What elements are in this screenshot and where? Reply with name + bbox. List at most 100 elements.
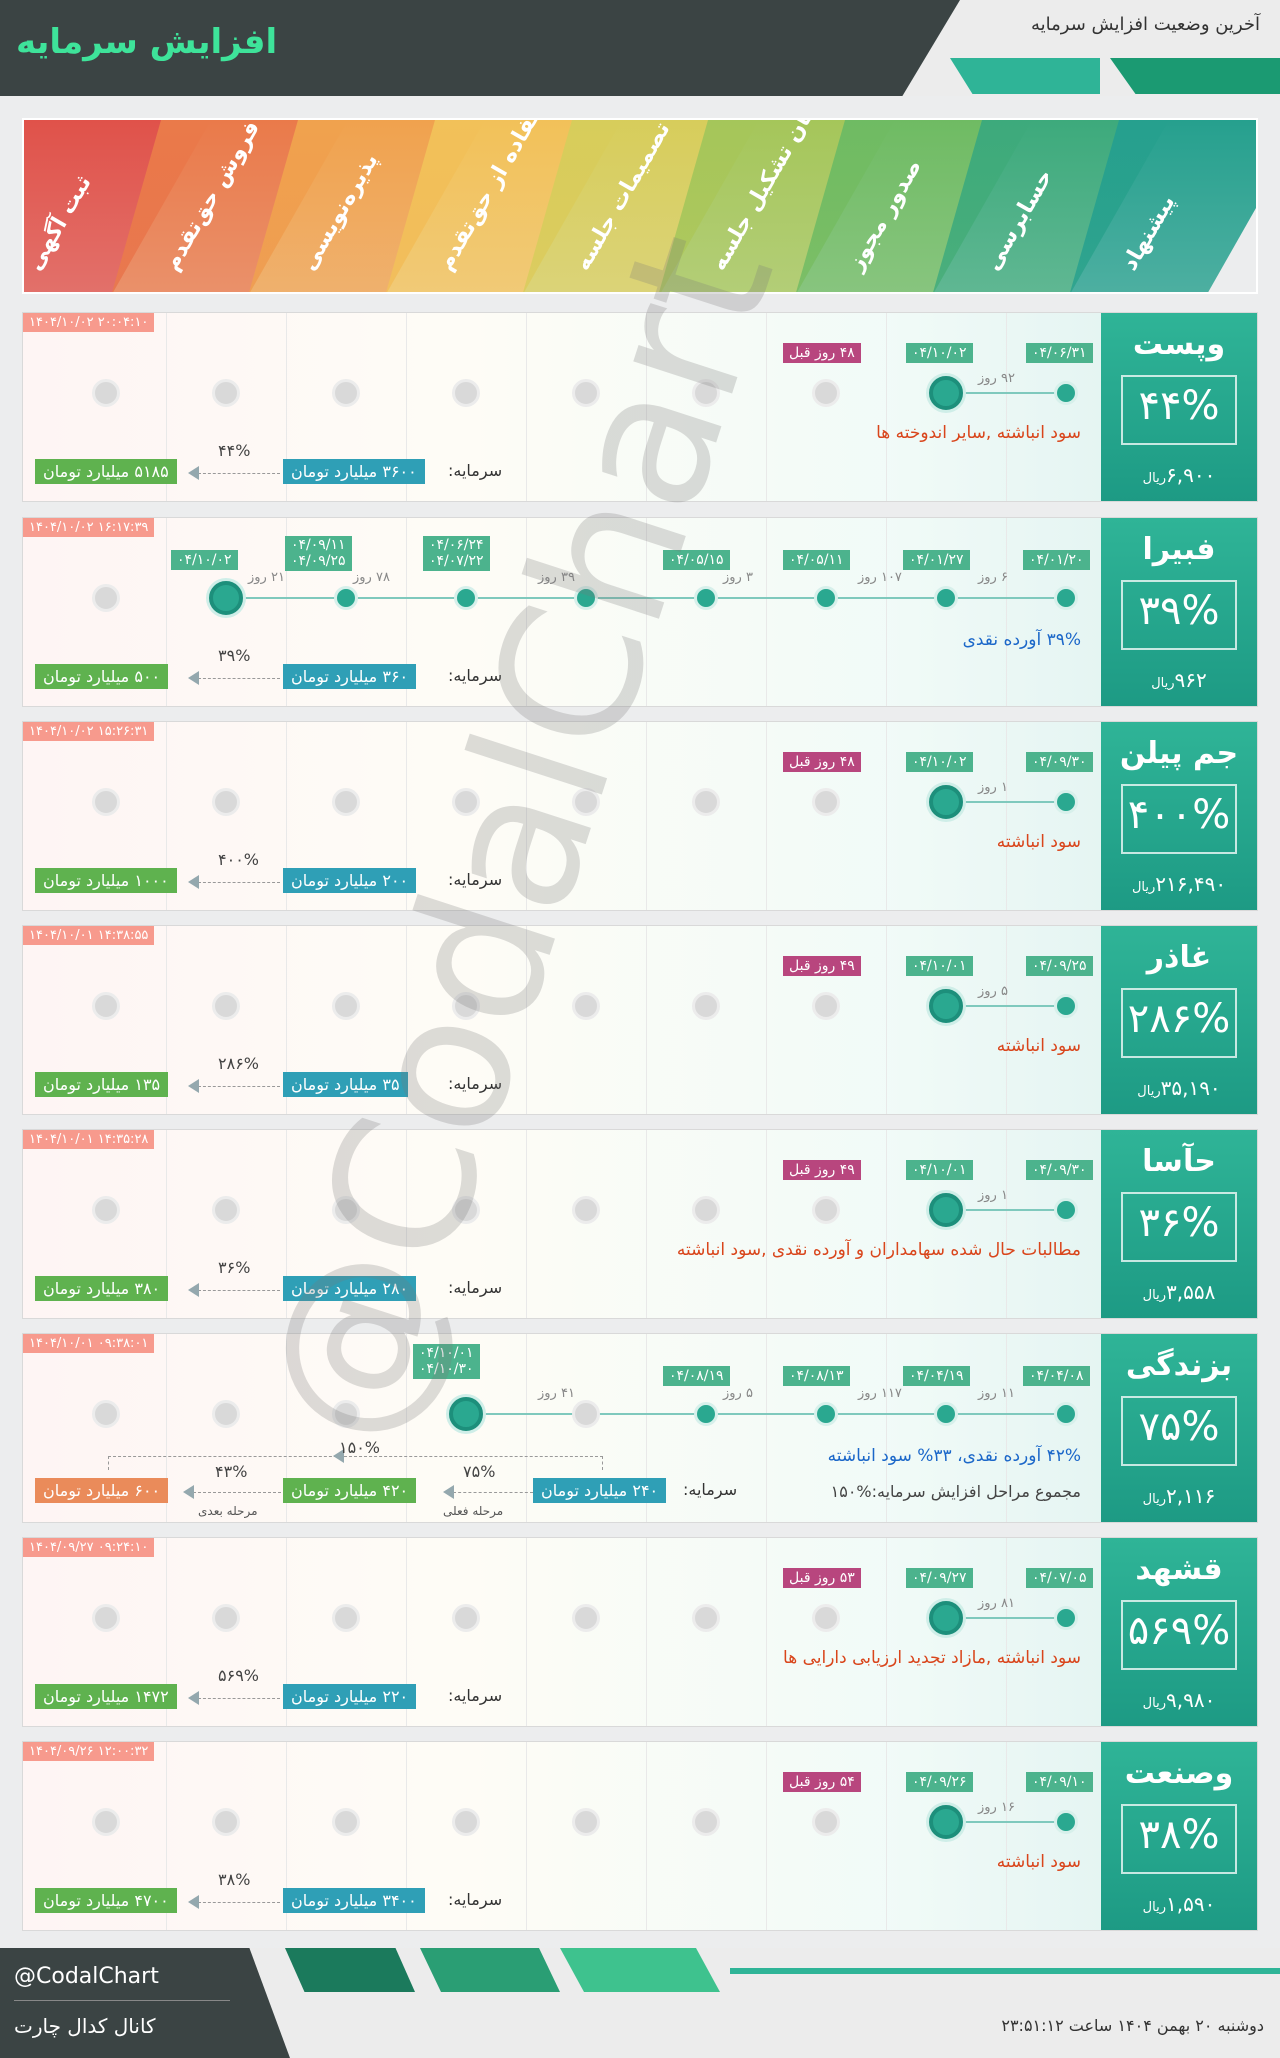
stage-node-current[interactable] bbox=[209, 581, 243, 615]
stage-node-current[interactable] bbox=[449, 1397, 483, 1431]
company-panel[interactable]: وصنعت ۳۸% ۱,۵۹۰ریال bbox=[1101, 1742, 1257, 1930]
company-name[interactable]: قشهد bbox=[1135, 1552, 1223, 1587]
stage-node-done[interactable] bbox=[1054, 1198, 1078, 1222]
stage-gridline bbox=[1006, 926, 1007, 1114]
stage-gridline bbox=[406, 1742, 407, 1930]
share-price: ۹۶۲ریال bbox=[1109, 668, 1249, 692]
stage-date: ۰۴/۰۸/۱۳ bbox=[783, 1366, 850, 1386]
increase-arrow bbox=[198, 1290, 280, 1291]
timeline-line bbox=[946, 1617, 1066, 1619]
stage-date: ۰۴/۰۹/۳۰ bbox=[1026, 752, 1093, 772]
company-panel[interactable]: قشهد ۵۶۹% ۹,۹۸۰ریال bbox=[1101, 1538, 1257, 1726]
company-panel[interactable]: جم پیلن ۴۰۰% ۲۱۶,۴۹۰ریال bbox=[1101, 722, 1257, 910]
stage-node-current[interactable] bbox=[929, 1805, 963, 1839]
stage-node-current[interactable] bbox=[929, 989, 963, 1023]
stage-label: پذیره‌نویسی bbox=[296, 149, 384, 275]
company-name[interactable]: غاذر bbox=[1146, 940, 1212, 975]
update-timestamp: ۱۴۰۴/۱۰/۰۲ ۱۶:۱۷:۳۹ bbox=[23, 518, 155, 537]
stage-node-pending bbox=[92, 992, 120, 1020]
stage-node-done[interactable] bbox=[1054, 790, 1078, 814]
stage-gridline bbox=[526, 518, 527, 706]
stage-node-done[interactable] bbox=[934, 586, 958, 610]
stage-node-pending bbox=[692, 379, 720, 407]
price-value: ۲,۱۱۶ bbox=[1165, 1484, 1216, 1508]
stage-node-done[interactable] bbox=[934, 1402, 958, 1426]
stage-node-pending bbox=[812, 1808, 840, 1836]
current-capital: ۲۴۰ میلیارد تومان bbox=[533, 1478, 667, 1503]
stage-node-pending bbox=[812, 1604, 840, 1632]
stage-date: ۰۴/۱۰/۰۱ bbox=[906, 956, 973, 976]
stage-gridline bbox=[526, 1538, 527, 1726]
header-dark-panel bbox=[0, 0, 960, 96]
price-value: ۱,۵۹۰ bbox=[1165, 1892, 1216, 1916]
company-row: ۱۴۰۴/۱۰/۰۱ ۱۴:۳۵:۲۸ حآسا ۳۶% ۳,۵۵۸ریال ۰۴/۰۹… bbox=[22, 1129, 1258, 1319]
stage-gridline bbox=[406, 1130, 407, 1318]
stage-node-pending bbox=[572, 1196, 600, 1224]
company-panel[interactable]: غاذر ۲۸۶% ۳۵,۱۹۰ریال bbox=[1101, 926, 1257, 1114]
total-increase-note: مجموع مراحل افزایش سرمایه:%۱۵۰ bbox=[830, 1482, 1081, 1501]
update-timestamp: ۱۴۰۴/۱۰/۰۱ ۰۹:۳۸:۰۱ bbox=[23, 1334, 155, 1353]
increase-percent: ۳۸% bbox=[1138, 1812, 1220, 1858]
stage-node-done[interactable] bbox=[1054, 381, 1078, 405]
current-capital: ۳۶۰۰ میلیارد تومان bbox=[283, 459, 425, 484]
stage-node-done[interactable] bbox=[694, 586, 718, 610]
stage-gridline bbox=[286, 1334, 287, 1522]
stage-node-done[interactable] bbox=[1054, 586, 1078, 610]
stage-node-pending bbox=[452, 1196, 480, 1224]
stage-gap-days: ۴۱ روز bbox=[538, 1386, 575, 1401]
header: افزایش سرمایه آخرین وضعیت افزایش سرمایه bbox=[0, 0, 1280, 96]
stage-node-done[interactable] bbox=[1054, 1810, 1078, 1834]
stage-node-current[interactable] bbox=[929, 785, 963, 819]
current-capital: ۲۲۰ میلیارد تومان bbox=[283, 1684, 417, 1709]
stage-node-current[interactable] bbox=[929, 376, 963, 410]
stage-node-current[interactable] bbox=[929, 1193, 963, 1227]
stage-node-done[interactable] bbox=[814, 586, 838, 610]
company-name[interactable]: بزندگی bbox=[1125, 1348, 1233, 1383]
stage-node-pending bbox=[812, 992, 840, 1020]
company-name[interactable]: وصنعت bbox=[1124, 1756, 1234, 1791]
stage-node-pending bbox=[572, 1400, 600, 1428]
stage-date: ۰۴/۰۹/۱۰ bbox=[1026, 1772, 1093, 1792]
stage-gridline bbox=[766, 1130, 767, 1318]
company-panel[interactable]: حآسا ۳۶% ۳,۵۵۸ریال bbox=[1101, 1130, 1257, 1318]
days-ago-badge: ۴۸ روز قبل bbox=[783, 343, 861, 363]
company-panel[interactable]: فبیرا ۳۹% ۹۶۲ریال bbox=[1101, 518, 1257, 706]
stage-node-done[interactable] bbox=[334, 586, 358, 610]
stage-gap-days: ۱۱۷ روز bbox=[858, 1386, 902, 1401]
stage-node-done[interactable] bbox=[1054, 1606, 1078, 1630]
stage-node-pending bbox=[92, 788, 120, 816]
stage-node-pending bbox=[452, 992, 480, 1020]
stage-label: صدور مجوز bbox=[843, 155, 927, 275]
stage-date: ۰۴/۰۴/۰۸ bbox=[1023, 1366, 1090, 1386]
stage-node-done[interactable] bbox=[694, 1402, 718, 1426]
days-ago-badge: ۴۸ روز قبل bbox=[783, 752, 861, 772]
footer-stripe bbox=[420, 1948, 560, 1992]
company-name[interactable]: حآسا bbox=[1142, 1144, 1216, 1179]
stage-gridline bbox=[286, 313, 287, 501]
footer-stripe bbox=[560, 1948, 720, 1992]
stage-node-pending bbox=[692, 1808, 720, 1836]
footer-handle[interactable]: @CodalChart bbox=[14, 1964, 159, 1989]
after-capital: ۱۴۷۲ میلیارد تومان bbox=[35, 1684, 177, 1709]
timeline-line bbox=[226, 597, 1066, 599]
stage-node-pending bbox=[212, 788, 240, 816]
stage-gridline bbox=[1006, 1742, 1007, 1930]
increase-source: سود انباشته ,مازاد تجدید ارزیابی دارایی … bbox=[783, 1648, 1081, 1668]
stage-gridline bbox=[526, 722, 527, 910]
company-panel[interactable]: بزندگی ۷۵% ۲,۱۱۶ریال bbox=[1101, 1334, 1257, 1522]
company-name[interactable]: فبیرا bbox=[1142, 532, 1216, 567]
stage-node-done[interactable] bbox=[1054, 1402, 1078, 1426]
stage-gridline bbox=[886, 518, 887, 706]
increase-arrow bbox=[193, 1492, 281, 1493]
stage-gridline bbox=[766, 926, 767, 1114]
company-panel[interactable]: وپست ۴۴% ۶,۹۰۰ریال bbox=[1101, 313, 1257, 501]
company-name[interactable]: جم پیلن bbox=[1119, 736, 1239, 771]
company-name[interactable]: وپست bbox=[1132, 327, 1226, 362]
stage-node-current[interactable] bbox=[929, 1601, 963, 1635]
stage-gridline bbox=[166, 1538, 167, 1726]
stage-node-done[interactable] bbox=[454, 586, 478, 610]
stage-node-done[interactable] bbox=[574, 586, 598, 610]
stage-node-pending bbox=[692, 992, 720, 1020]
stage-node-done[interactable] bbox=[1054, 994, 1078, 1018]
stage-node-done[interactable] bbox=[814, 1402, 838, 1426]
